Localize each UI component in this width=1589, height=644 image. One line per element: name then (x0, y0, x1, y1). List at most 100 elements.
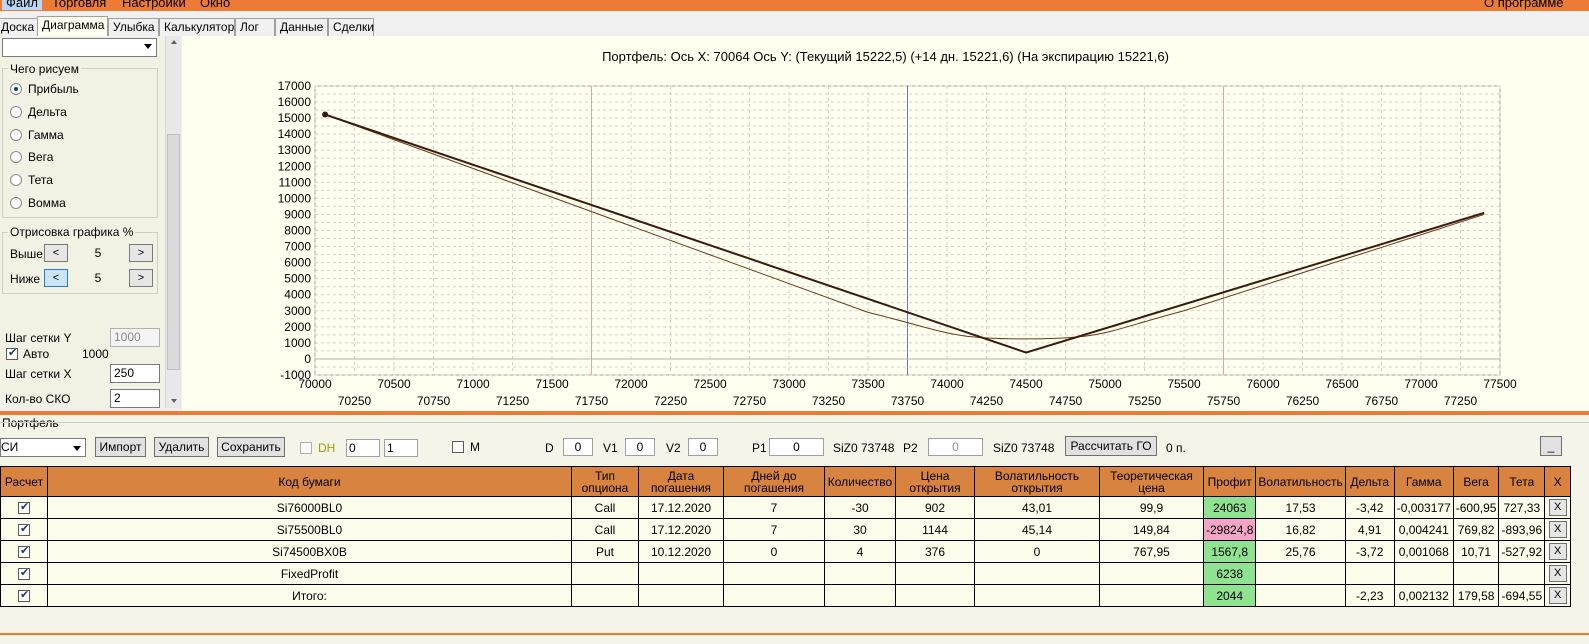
menu-settings[interactable]: Настройки (122, 0, 186, 10)
sko-input[interactable]: 2 (110, 389, 160, 408)
table-row[interactable]: Si74500BX0BPut10.12.2020043760767,951567… (0, 540, 1572, 563)
header-theo[interactable]: Теоретическая цена (1099, 466, 1204, 497)
header-profit[interactable]: Профит (1202, 466, 1257, 497)
y-tick-label: 14000 (278, 127, 312, 141)
cell-theta: -893,96 (1498, 518, 1546, 541)
table-row[interactable]: Si76000BL0Call17.12.20207-3090243,0199,9… (0, 496, 1572, 519)
cell-days (723, 584, 825, 607)
y-tick-label: 1000 (284, 336, 311, 350)
remove-row-button[interactable]: X (1548, 565, 1567, 582)
x-tick-label: 74500 (1009, 377, 1043, 391)
header-date[interactable]: Дата погашения (638, 466, 724, 497)
above-value[interactable]: 5 (76, 244, 120, 262)
calc-checkbox[interactable] (18, 544, 30, 559)
cell-date: 17.12.2020 (638, 496, 724, 519)
header-vega[interactable]: Вега (1452, 466, 1500, 497)
m-checkbox[interactable] (452, 441, 464, 453)
tab-calculator[interactable]: Калькулятор (159, 18, 235, 36)
dh-checkbox[interactable] (300, 442, 312, 454)
calc-checkbox[interactable] (18, 566, 30, 581)
profit-chart[interactable]: 1700016000150001400013000120001100010000… (182, 36, 1589, 411)
radio-delta[interactable]: Дельта (10, 103, 67, 121)
calc-cell[interactable] (0, 496, 48, 519)
calc-cell[interactable] (0, 518, 48, 541)
calc-cell[interactable] (0, 584, 48, 607)
tab-log[interactable]: Лог (235, 18, 275, 36)
header-delta[interactable]: Дельта (1344, 466, 1395, 497)
radio-profit[interactable]: Прибыль (10, 80, 79, 98)
above-decrease-button[interactable]: < (44, 244, 68, 262)
calc-cell[interactable] (0, 540, 48, 563)
splitter[interactable] (0, 411, 1589, 415)
x-tick-label: 74250 (970, 394, 1004, 408)
v2-input[interactable]: 0 (688, 438, 718, 456)
calc-checkbox[interactable] (18, 500, 30, 515)
dh-spinner-1[interactable]: 0 (346, 439, 380, 457)
scroll-up-icon[interactable] (171, 40, 177, 44)
menu-window[interactable]: Окно (200, 0, 231, 10)
below-increase-button[interactable]: > (129, 269, 153, 287)
menu-trade[interactable]: Торговля (52, 0, 107, 10)
header-type[interactable]: Тип опциона (571, 466, 639, 497)
calc-checkbox[interactable] (18, 588, 30, 603)
scroll-down-icon[interactable] (171, 399, 177, 403)
radio-gamma[interactable]: Гамма (10, 126, 64, 144)
remove-row-button[interactable]: X (1548, 543, 1567, 560)
remove-row-button[interactable]: X (1548, 521, 1567, 538)
import-button[interactable]: Импорт (95, 437, 146, 457)
p1-input[interactable]: 0 (769, 438, 824, 456)
radio-theta[interactable]: Тета (10, 171, 53, 189)
header-gamma[interactable]: Гамма (1393, 466, 1454, 497)
d-label: D (545, 441, 554, 455)
header-calc[interactable]: Расчет (0, 466, 48, 497)
remove-row-button[interactable]: X (1548, 587, 1567, 604)
remove-row-button[interactable]: X (1548, 499, 1567, 516)
v1-input[interactable]: 0 (625, 438, 655, 456)
scroll-thumb[interactable] (167, 134, 180, 370)
header-vol-open[interactable]: Волатильность открытия (974, 466, 1100, 497)
menu-about[interactable]: О программе (1484, 0, 1564, 10)
portfolio-combo[interactable]: СИ (0, 438, 86, 457)
x-tick-label: 76750 (1365, 394, 1399, 408)
radio-vomma[interactable]: Вомма (10, 194, 66, 212)
p2-input[interactable]: 0 (928, 438, 983, 456)
header-qty[interactable]: Количество (824, 466, 896, 497)
auto-checkbox[interactable] (6, 346, 18, 360)
table-row[interactable]: FixedProfit 6238 X (0, 562, 1572, 585)
v1-label: V1 (603, 441, 618, 455)
calc-checkbox[interactable] (18, 522, 30, 537)
cell-days: 0 (723, 540, 825, 563)
dh-spinner-2[interactable]: 1 (384, 439, 418, 457)
instrument-combo[interactable] (2, 38, 157, 57)
tab-diagram[interactable]: Диаграмма (37, 16, 108, 36)
header-vol[interactable]: Волатильность (1255, 466, 1346, 497)
menu-file[interactable]: Файл (2, 0, 42, 10)
left-scrollbar[interactable] (165, 36, 181, 408)
tab-smile[interactable]: Улыбка (108, 18, 159, 36)
tab-data[interactable]: Данные (275, 18, 328, 36)
p2-instrument: SiZ0 73748 (993, 441, 1055, 455)
header-x[interactable]: X (1544, 466, 1572, 497)
grid-x-input[interactable]: 250 (110, 364, 160, 383)
minimize-button[interactable]: _ (1540, 436, 1562, 456)
calc-cell[interactable] (0, 562, 48, 585)
radio-vega[interactable]: Вега (10, 148, 53, 166)
header-code[interactable]: Код бумаги (47, 466, 572, 497)
cell-days (723, 562, 825, 585)
d-input[interactable]: 0 (563, 438, 593, 456)
header-price[interactable]: Цена открытия (895, 466, 975, 497)
below-decrease-button[interactable]: < (44, 269, 68, 287)
calc-go-button[interactable]: Рассчитать ГО (1065, 436, 1157, 456)
delete-button[interactable]: Удалить (154, 437, 209, 457)
save-button[interactable]: Сохранить (217, 437, 285, 457)
grid-y-input[interactable]: 1000 (110, 328, 160, 347)
tab-board[interactable]: Доска (0, 18, 38, 36)
header-days[interactable]: Дней до погашения (723, 466, 825, 497)
header-theta[interactable]: Тета (1498, 466, 1546, 497)
cell-theo: 99,9 (1099, 496, 1204, 519)
tab-deals[interactable]: Сделки (328, 18, 374, 36)
table-row[interactable]: Si75500BL0Call17.12.2020730114445,14149,… (0, 518, 1572, 541)
below-value[interactable]: 5 (76, 269, 120, 287)
above-increase-button[interactable]: > (129, 244, 153, 262)
